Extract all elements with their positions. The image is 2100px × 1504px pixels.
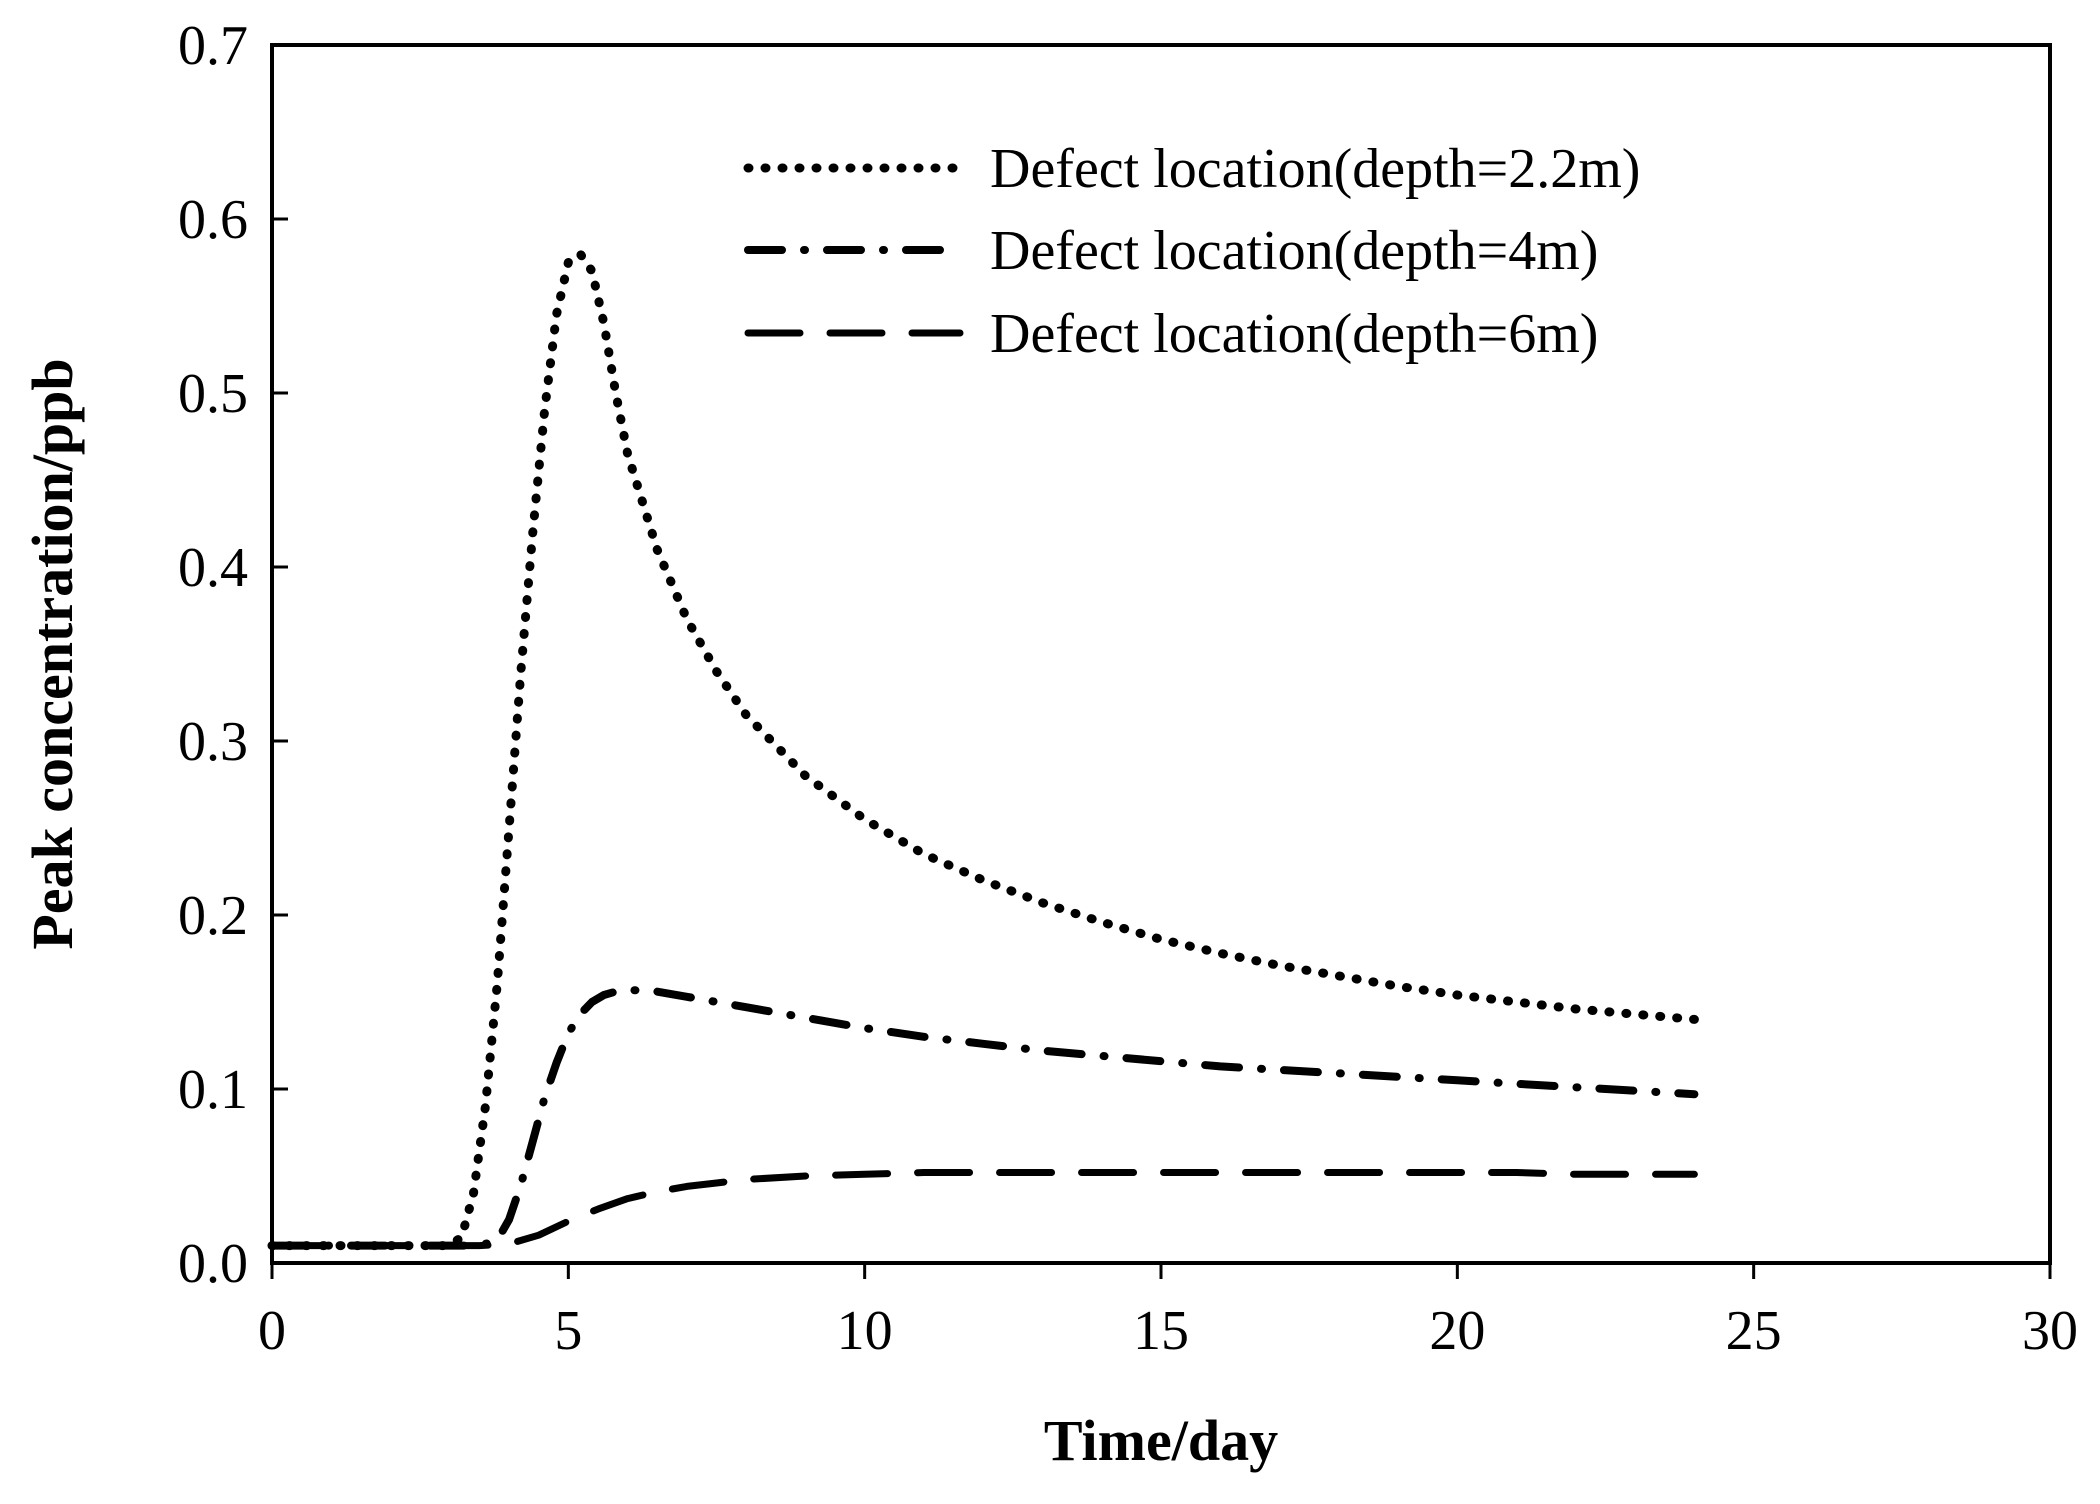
series-line-2 — [268, 985, 1699, 1250]
y-tick-label: 0.1 — [178, 1059, 248, 1121]
series-line-3 — [268, 1169, 1698, 1250]
legend-label-1: Defect location(depth=2.2m) — [990, 138, 1640, 200]
x-tick-label: 10 — [837, 1300, 893, 1362]
y-tick-label: 0.5 — [178, 363, 248, 425]
y-tick-label: 0.6 — [178, 189, 248, 251]
x-tick-label: 15 — [1133, 1300, 1189, 1362]
plot-area-frame — [270, 43, 2052, 1265]
x-tick-label: 20 — [1429, 1300, 1485, 1362]
x-tick-label: 30 — [2022, 1300, 2078, 1362]
x-axis-title: Time/day — [1044, 1408, 1278, 1473]
y-tick-label: 0.7 — [178, 15, 248, 77]
legend-label-2: Defect location(depth=4m) — [990, 220, 1598, 282]
y-tick-label: 0.2 — [178, 885, 248, 947]
y-tick-label: 0.4 — [178, 537, 248, 599]
legend-label-3: Defect location(depth=6m) — [990, 303, 1598, 365]
x-tick-label: 5 — [554, 1300, 582, 1362]
x-tick-label: 25 — [1726, 1300, 1782, 1362]
y-tick-label: 0.3 — [178, 711, 248, 773]
y-tick-label: 0.0 — [178, 1233, 248, 1295]
y-axis-ticks: 0.0 0.1 0.2 0.3 0.4 0.5 0.6 0.7 — [178, 15, 288, 1295]
y-axis-title: Peak concentration/ppb — [20, 358, 85, 949]
x-tick-label: 0 — [258, 1300, 286, 1362]
series-layer — [267, 249, 1699, 1251]
series-line-1 — [267, 249, 1699, 1251]
legend: Defect location(depth=2.2m) Defect locati… — [743, 138, 1640, 365]
x-axis-ticks: 0 5 10 15 20 25 30 — [258, 1263, 2078, 1362]
